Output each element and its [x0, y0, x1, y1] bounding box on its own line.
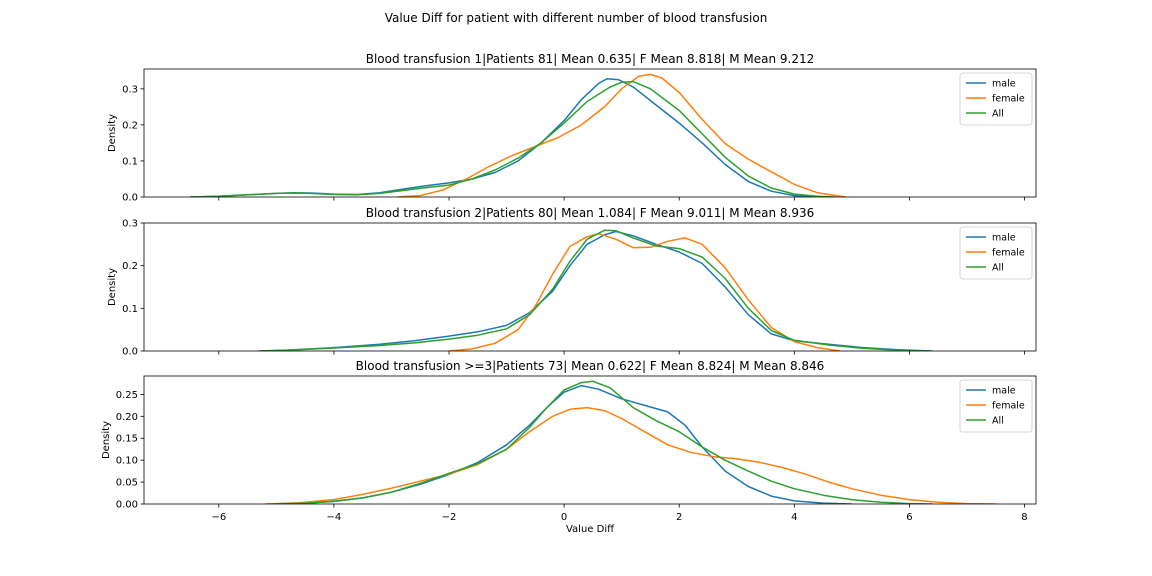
y-tick-label: 0.0 — [122, 193, 138, 204]
x-tick-label: 4 — [791, 512, 797, 523]
series-line-female — [397, 73, 847, 197]
x-tick-label: −2 — [442, 512, 457, 523]
series-line-female — [448, 232, 841, 351]
subplot-3: Blood transfusion >=3|Patients 73| Mean … — [101, 359, 1037, 535]
series-line-female — [264, 406, 996, 504]
y-tick-label: 0.1 — [122, 304, 138, 315]
legend-label: female — [992, 401, 1025, 412]
series-line-all — [189, 80, 835, 197]
legend: male female All — [959, 226, 1033, 280]
subplot-2: Blood transfusion 2|Patients 80| Mean 1.… — [107, 206, 1037, 358]
legend: male female All — [959, 72, 1033, 126]
y-tick-label: 0.25 — [116, 390, 138, 401]
x-tick-label: 2 — [676, 512, 682, 523]
x-tick-label: −4 — [327, 512, 342, 523]
y-axis-label: Density — [107, 268, 118, 306]
y-tick-label: 0.20 — [116, 412, 138, 423]
series-line-all — [276, 380, 933, 504]
axes-frame — [143, 375, 1037, 505]
series-group — [264, 380, 996, 504]
y-tick-label: 0.10 — [116, 456, 138, 467]
y-tick-label: 0.05 — [116, 478, 138, 489]
subplot-stack: Blood transfusion 1|Patients 81| Mean 0.… — [101, 52, 1037, 535]
legend-box — [959, 72, 1033, 126]
series-line-male — [189, 77, 812, 197]
legend-label: All — [992, 263, 1004, 274]
y-axis-label: Density — [107, 114, 118, 152]
legend-label: female — [992, 94, 1025, 105]
y-tick-label: 0.00 — [116, 500, 138, 511]
legend-label: male — [992, 79, 1016, 90]
subplot-title: Blood transfusion 1|Patients 81| Mean 0.… — [366, 52, 815, 66]
y-tick-label: 0.2 — [122, 261, 138, 272]
legend: male female All — [959, 379, 1033, 433]
x-tick-label: 6 — [906, 512, 912, 523]
series-group — [189, 73, 847, 197]
series-line-male — [259, 230, 933, 351]
axes-frame — [143, 68, 1037, 198]
y-tick-label: 0.15 — [116, 434, 138, 445]
legend-label: male — [992, 233, 1016, 244]
y-tick-label: 0.3 — [122, 84, 138, 95]
y-tick-label: 0.2 — [122, 120, 138, 131]
axes-frame — [143, 222, 1037, 352]
legend-label: All — [992, 416, 1004, 427]
series-line-male — [276, 384, 852, 504]
series-line-all — [259, 229, 927, 351]
legend-label: male — [992, 386, 1016, 397]
figure-suptitle: Value Diff for patient with different nu… — [385, 11, 768, 25]
subplot-title: Blood transfusion >=3|Patients 73| Mean … — [356, 359, 825, 373]
legend-box — [959, 226, 1033, 280]
y-tick-label: 0.0 — [122, 347, 138, 358]
y-tick-label: 0.3 — [122, 219, 138, 230]
x-tick-label: 0 — [561, 512, 567, 523]
y-axis-label: Density — [101, 421, 112, 459]
legend-box — [959, 379, 1033, 433]
series-group — [259, 229, 933, 351]
y-tick-label: 0.1 — [122, 156, 138, 167]
legend-label: female — [992, 248, 1025, 259]
x-tick-label: 8 — [1021, 512, 1027, 523]
subplot-1: Blood transfusion 1|Patients 81| Mean 0.… — [107, 52, 1037, 204]
subplot-title: Blood transfusion 2|Patients 80| Mean 1.… — [366, 206, 815, 220]
x-tick-label: −6 — [211, 512, 226, 523]
legend-label: All — [992, 109, 1004, 120]
x-axis-label: Value Diff — [566, 524, 615, 535]
